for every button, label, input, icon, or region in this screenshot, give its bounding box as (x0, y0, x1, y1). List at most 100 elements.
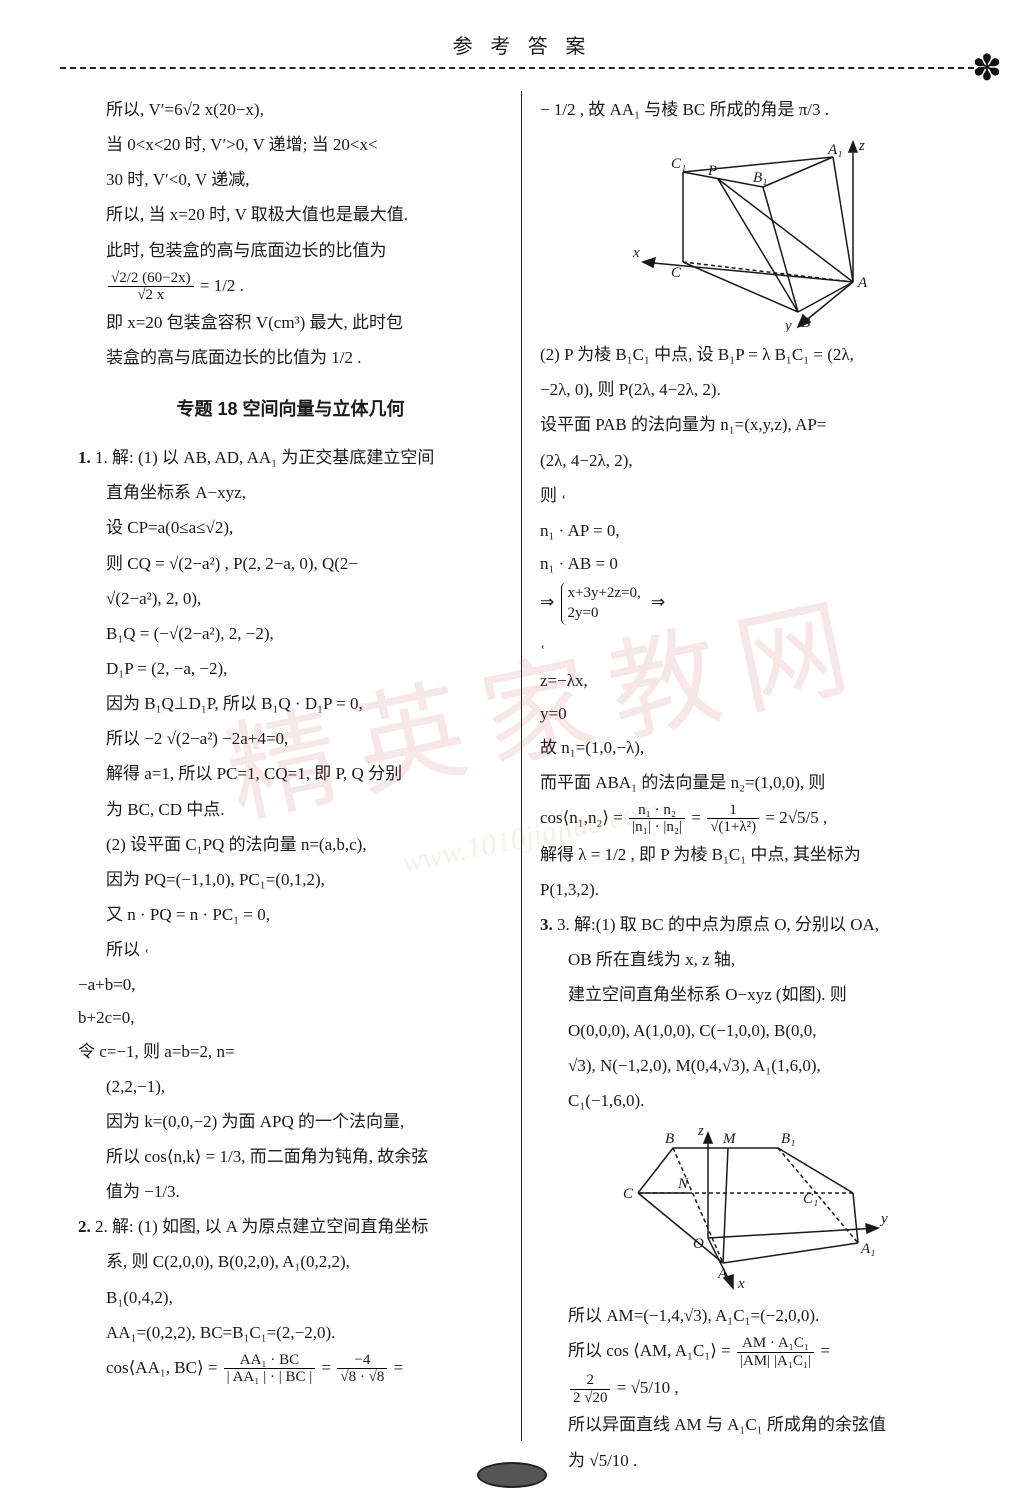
text-line: 系, 则 C(2,0,0), B(0,2,0), A₁(0,2,2), (78, 1245, 503, 1278)
text-line: 因为 PQ=(−1,1,0), PC₁=(0,1,2), (78, 863, 503, 896)
flower-icon: ✽ (972, 47, 1002, 89)
text: = √5/10 , (617, 1378, 679, 1397)
problem-line: 1. 1. 解: (1) 以 AB, AD, AA₁ 为正交基底建立空间 (78, 441, 503, 474)
diagram-label: B (665, 1131, 674, 1147)
diagram-label: C₁ (803, 1191, 818, 1207)
arrow-icon: ⇒ (651, 593, 665, 612)
text-line: 当 0<x<20 时, V′>0, V 递增; 当 20<x< (78, 128, 503, 161)
frac-numerator: AA₁ · BC (224, 1352, 316, 1370)
eq-row: b+2c=0, (78, 1001, 503, 1034)
text-line: 所以, V′=6√2 x(20−x), (78, 93, 503, 126)
text: cos⟨AA₁, BC⟩ = (106, 1358, 222, 1377)
diagram-label: x (632, 245, 640, 261)
eq-row: −a+b=0, (78, 968, 503, 1001)
geometry-diagram-2: B M B₁ C N C₁ O A A₁ x y z (603, 1123, 903, 1293)
text-line: 所以异面直线 AM 与 A₁C₁ 所成角的余弦值 (540, 1408, 966, 1441)
frac-denominator: 2 √20 (570, 1390, 610, 1407)
geometry-diagram-1: C₁ A₁ B₁ P C A B x y z (623, 132, 883, 332)
text-line: 30 时, V′<0, V 递减, (78, 163, 503, 196)
text-line: AA₁=(0,2,2), BC=B₁C₁=(2,−2,0). (78, 1316, 503, 1349)
arrow-icon: ⇒ (540, 593, 554, 612)
text: cos⟨n₁,n₂⟩ = (540, 808, 627, 827)
diagram-label: A (717, 1266, 728, 1282)
system-line: 所以 (78, 933, 503, 966)
frac-numerator: n₁ · n₂ (629, 802, 685, 820)
text: 所以 cos ⟨AM, A₁C₁⟩ = (568, 1341, 735, 1360)
diagram-label: A₁ (860, 1241, 875, 1257)
text-line: 因为 B₁Q⊥D₁P, 所以 B₁Q · D₁P = 0, (78, 687, 503, 720)
right-column: − 1/2 , 故 AA₁ 与棱 BC 所成的角是 π/3 . (522, 91, 984, 1441)
diagram-label: A₁ (827, 142, 842, 158)
diagram-label: z (697, 1123, 704, 1139)
text-line: 则 CQ = √(2−a²) , P(2, 2−a, 0), Q(2− (78, 547, 503, 580)
text-line: 而平面 ABA₁ 的法向量是 n₂=(1,0,0), 则 (540, 766, 966, 799)
diagram-label: y (879, 1211, 888, 1227)
frac-equals: = 1/2 . (200, 276, 244, 295)
frac-denominator: √8 · √8 (337, 1369, 387, 1386)
frac-denominator: |AM| |A₁C₁| (737, 1353, 814, 1370)
text-line: 解得 λ = 1/2 , 即 P 为棱 B₁C₁ 中点, 其坐标为 (540, 838, 966, 871)
equation-system: x+3y+2z=0, 2y=0 (561, 582, 645, 625)
equation-system (146, 949, 157, 953)
text: = (394, 1358, 404, 1377)
diagram-label: z (858, 138, 865, 154)
frac-numerator: √2/2 (60−2x) (108, 270, 194, 288)
frac-denominator: |n₁| · |n₂| (629, 819, 685, 836)
fraction-line: 22 √20 = √5/10 , (540, 1371, 966, 1406)
text: = (322, 1358, 336, 1377)
header-rule: ✽ (60, 67, 984, 69)
text-line: B₁(0,4,2), (78, 1281, 503, 1314)
text-line: 为 √5/10 . (540, 1444, 966, 1477)
text-line: − 1/2 , 故 AA₁ 与棱 BC 所成的角是 π/3 . (540, 93, 966, 126)
text-line: −2λ, 0), 则 P(2λ, 4−2λ, 2). (540, 373, 966, 406)
text-line: 因为 k=(0,0,−2) 为面 APQ 的一个法向量, (78, 1105, 503, 1138)
eq-row: x+3y+2z=0, (568, 584, 641, 604)
two-column-layout: 所以, V′=6√2 x(20−x), 当 0<x<20 时, V′>0, V … (60, 91, 984, 1441)
eq-row: 2y=0 (568, 604, 641, 624)
page-number-oval (477, 1462, 547, 1488)
text-line: 值为 −1/3. (78, 1175, 503, 1208)
diagram-label: N (677, 1176, 689, 1192)
fraction-line: √2/2 (60−2x)√2 x = 1/2 . (78, 269, 503, 304)
text-line: (2,2,−1), (78, 1070, 503, 1103)
text-line: (2) 设平面 C₁PQ 的法向量 n=(a,b,c), (78, 828, 503, 861)
text: 2. 解: (1) 如图, 以 A 为原点建立空间直角坐标 (95, 1217, 428, 1236)
diagram-label: B (801, 315, 810, 331)
text-line: √(2−a²), 2, 0), (78, 582, 503, 615)
text-line: 解得 a=1, 所以 PC=1, CQ=1, 即 P, Q 分别 (78, 757, 503, 790)
text: 则 (540, 486, 557, 505)
text-line: 又 n · PQ = n · PC₁ = 0, (78, 898, 503, 931)
diagram-label: y (783, 318, 792, 332)
text-line: 所以 −2 √(2−a²) −2a+4=0, (78, 722, 503, 755)
text-line: 装盒的高与底面边长的比值为 1/2 . (78, 341, 503, 374)
text: 令 c=−1, 则 a=b=2, n= (78, 1042, 235, 1061)
text-line: 设 CP=a(0≤a≤√2), (78, 511, 503, 544)
system-line (540, 629, 966, 662)
diagram-label: C₁ (671, 156, 686, 172)
frac-denominator: | AA₁ | · | BC | (224, 1369, 316, 1386)
fraction-line: 所以 cos ⟨AM, A₁C₁⟩ = AM · A₁C₁|AM| |A₁C₁|… (540, 1334, 966, 1369)
text-line: 直角坐标系 A−xyz, (78, 476, 503, 509)
text-line: 为 BC, CD 中点. (78, 793, 503, 826)
diagram-label: M (722, 1131, 737, 1147)
text: 3. 解:(1) 取 BC 的中点为原点 O, 分别以 OA, (557, 915, 879, 934)
eq-row: y=0 (540, 697, 966, 730)
diagram-label: x (737, 1276, 745, 1292)
text: 故 n₁=(1,0,−λ), (540, 738, 644, 757)
text-line: 此时, 包装盒的高与底面边长的比值为 (78, 234, 503, 267)
text-line: 所以 cos⟨n,k⟩ = 1/3, 而二面角为钝角, 故余弦 (78, 1140, 503, 1173)
text-line: 即 x=20 包装盒容积 V(cm³) 最大, 此时包 (78, 306, 503, 339)
diagram-label: A (857, 275, 868, 291)
eq-row: z=−λx, (540, 664, 966, 697)
fraction-line: cos⟨n₁,n₂⟩ = n₁ · n₂|n₁| · |n₂| = 1√(1+λ… (540, 801, 966, 836)
eq-row: n₁ · AP = 0, (540, 514, 966, 547)
text-line: OB 所在直线为 x, z 轴, (540, 943, 966, 976)
text-line: 设平面 PAB 的法向量为 n₁=(x,y,z), AP= (540, 408, 966, 441)
equation-system (542, 645, 553, 649)
left-column: 所以, V′=6√2 x(20−x), 当 0<x<20 时, V′>0, V … (60, 91, 522, 1441)
page-header: 参 考 答 案 (60, 30, 984, 59)
diagram-label: B₁ (753, 170, 767, 186)
frac-numerator: 1 (707, 802, 759, 820)
section-heading: 专题 18 空间向量与立体几何 (78, 392, 503, 427)
text-line: √3), N(−1,2,0), M(0,4,√3), A₁(1,6,0), (540, 1049, 966, 1082)
